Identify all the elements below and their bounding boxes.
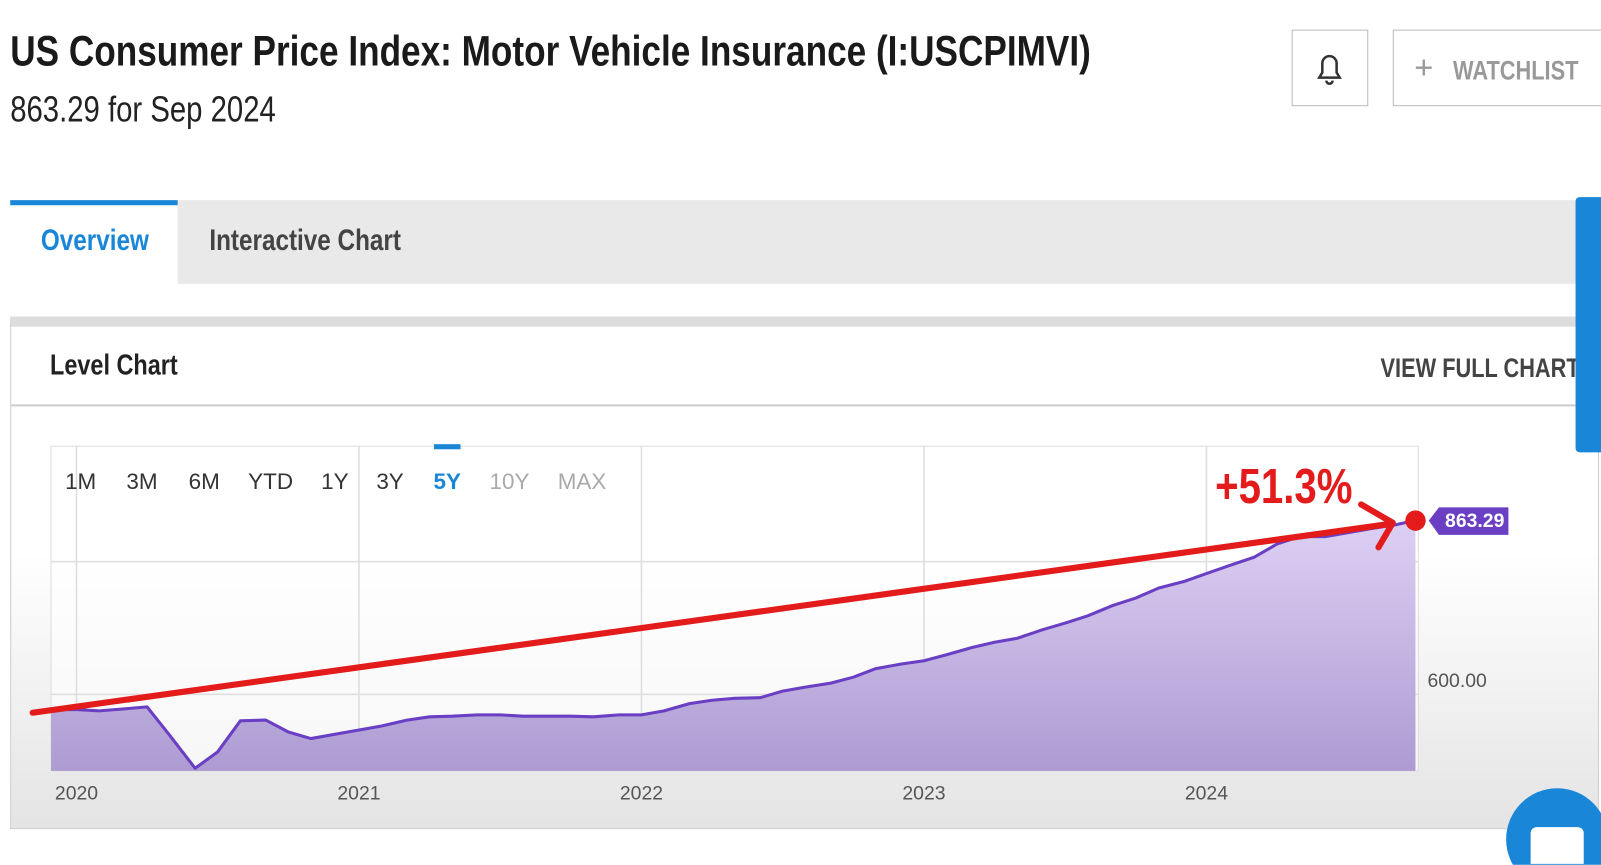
watchlist-label: WATCHLIST	[1453, 55, 1579, 86]
grid: 2020 2021 2022 2023 2024 600.00	[51, 446, 1487, 805]
panel-title-text: Level Chart	[50, 349, 178, 381]
x-tick-label: 2023	[902, 783, 945, 805]
red-arrow	[29, 501, 1396, 716]
range-button[interactable]: 5Y	[434, 469, 461, 494]
x-tick-label: 2022	[620, 783, 663, 805]
range-button[interactable]: 1Y	[321, 469, 348, 494]
tab-bar	[10, 200, 1601, 284]
tab-active[interactable]	[10, 200, 178, 284]
panel-title: Level Chart	[50, 349, 206, 382]
x-tick-label: 2024	[1185, 783, 1228, 805]
y-tick-label: 600.00	[1427, 670, 1487, 692]
divider	[11, 404, 1600, 406]
range-selector: 1M 3M 6M YTD 1Y 3Y 5Y 10Y MAX	[65, 444, 606, 494]
range-button[interactable]: YTD	[248, 469, 293, 494]
subtitle-text: 863.29 for Sep 2024	[10, 89, 276, 130]
page-subtitle: 863.29 for Sep 2024	[10, 90, 334, 131]
tab[interactable]: Interactive Chart	[209, 225, 443, 259]
full-chart-link[interactable]: VIEW FULL CHART	[1381, 352, 1576, 384]
alert-button[interactable]	[1291, 29, 1369, 107]
range-button[interactable]: 6M	[189, 469, 220, 494]
tab[interactable]: Overview	[41, 225, 173, 259]
x-tick-label: 2021	[337, 783, 380, 805]
range-button[interactable]: 3Y	[376, 469, 403, 494]
last-value-badge	[1428, 507, 1509, 535]
range-active-bar	[433, 444, 461, 450]
range-button[interactable]: MAX	[558, 469, 607, 494]
plot: 863.29	[51, 507, 1509, 771]
range-button[interactable]: 1M	[65, 469, 96, 494]
watchlist-button[interactable]: + WATCHLIST	[1392, 29, 1601, 107]
x-tick-label: 2020	[55, 783, 98, 805]
range-button[interactable]: 3M	[126, 469, 157, 494]
title-text: US Consumer Price Index: Motor Vehicle I…	[10, 26, 1091, 75]
last-value-label: 863.29	[1445, 510, 1505, 532]
side-tab[interactable]	[1575, 197, 1601, 453]
area-fill	[51, 520, 1416, 771]
link-text: VIEW FULL CHART	[1380, 352, 1576, 383]
chat-icon	[1530, 827, 1584, 864]
tab-label: Interactive Chart	[209, 224, 401, 258]
series-line	[51, 519, 1416, 770]
annotation: +51.3%	[1215, 459, 1352, 514]
range-button[interactable]: 10Y	[490, 469, 530, 494]
bell-icon	[1317, 54, 1342, 85]
page-title: US Consumer Price Index: Motor Vehicle I…	[10, 27, 1328, 76]
plus-icon: +	[1414, 49, 1434, 86]
tab-label: Overview	[40, 224, 149, 258]
last-point	[1405, 510, 1426, 531]
